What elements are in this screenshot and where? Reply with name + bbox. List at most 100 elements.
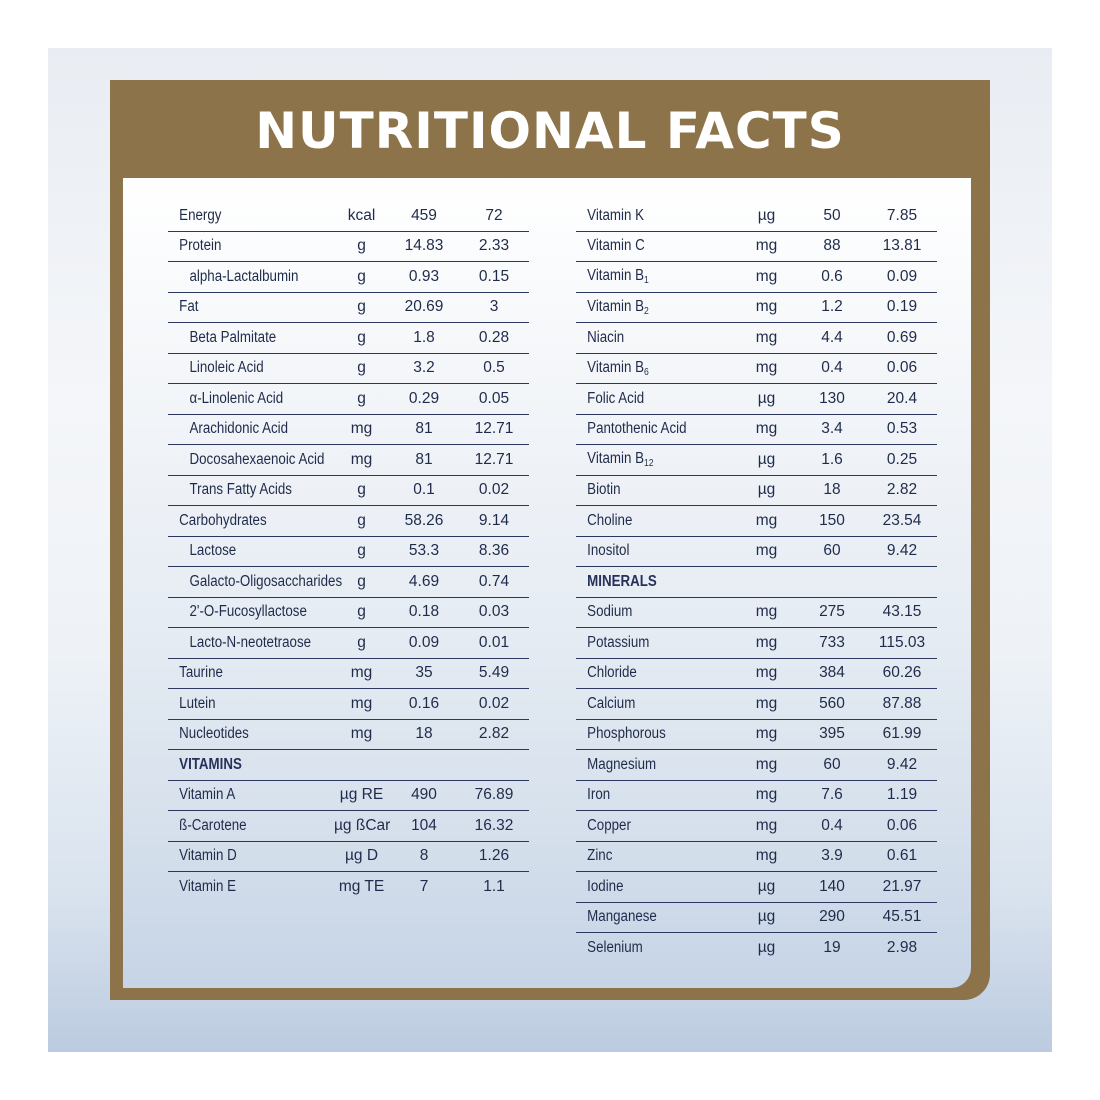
nutrient-name: Protein bbox=[179, 237, 222, 255]
nutrient-unit: µg bbox=[757, 908, 776, 926]
value-per-100g: 0.1 bbox=[413, 481, 435, 499]
value-per-serving: 3 bbox=[489, 298, 499, 316]
value-per-serving: 0.06 bbox=[886, 359, 918, 377]
nutrient-name: Fat bbox=[179, 298, 199, 316]
nutrient-name: Choline bbox=[587, 511, 633, 529]
value-per-100g: 18 bbox=[415, 725, 433, 743]
nutrient-name: Vitamin B12 bbox=[587, 450, 654, 470]
nutrient-name: Lutein bbox=[179, 694, 216, 712]
nutrient-name: Pantothenic Acid bbox=[587, 420, 687, 438]
nutrient-name: Calcium bbox=[587, 694, 636, 712]
nutrient-name: 2'-O-Fucosyllactose bbox=[189, 603, 307, 621]
value-per-100g: 140 bbox=[819, 877, 845, 895]
nutrient-name: Copper bbox=[587, 816, 631, 834]
nutrient-unit: mg bbox=[755, 267, 778, 285]
value-per-serving: 13.81 bbox=[882, 237, 922, 255]
value-per-serving: 0.09 bbox=[886, 267, 918, 285]
nutrient-name: Lacto-N-neotetraose bbox=[189, 633, 312, 651]
nutrient-name: Potassium bbox=[587, 633, 650, 651]
nutrient-name: Vitamin C bbox=[587, 237, 645, 255]
subscript: 2 bbox=[643, 305, 649, 317]
value-per-serving: 2.82 bbox=[478, 725, 510, 743]
value-per-serving: 9.42 bbox=[886, 755, 918, 773]
value-per-100g: 104 bbox=[411, 816, 437, 834]
value-per-100g: 150 bbox=[819, 511, 845, 529]
value-per-100g: 0.93 bbox=[408, 267, 440, 285]
value-per-serving: 1.26 bbox=[478, 847, 510, 865]
value-per-serving: 72 bbox=[485, 206, 503, 224]
nutrient-name: Vitamin E bbox=[179, 878, 236, 896]
nutrient-name: alpha-Lactalbumin bbox=[189, 267, 299, 285]
nutrient-name: Docosahexaenoic Acid bbox=[189, 450, 325, 468]
value-per-serving: 16.32 bbox=[474, 816, 514, 834]
nutrient-row-vitamin-a: Vitamin A µg RE 490 76.89 bbox=[168, 781, 529, 811]
nutrient-unit: g bbox=[357, 572, 366, 590]
value-per-serving: 7.85 bbox=[886, 206, 918, 224]
value-per-serving: 0.03 bbox=[478, 603, 510, 621]
nutrient-name: Linoleic Acid bbox=[189, 359, 264, 377]
nutrient-unit: mg bbox=[350, 694, 373, 712]
value-per-serving: 60.26 bbox=[882, 664, 922, 682]
nutrient-unit: µg bbox=[757, 389, 776, 407]
subscript: 1 bbox=[643, 275, 649, 287]
value-per-serving: 0.19 bbox=[886, 298, 918, 316]
facts-panel bbox=[123, 178, 971, 988]
nutrient-name: Vitamin K bbox=[587, 206, 644, 224]
nutrient-row-nucleotides: Nucleotides mg 18 2.82 bbox=[168, 720, 529, 750]
value-per-serving: 0.69 bbox=[886, 328, 918, 346]
value-per-serving: 0.61 bbox=[886, 847, 918, 865]
nutrient-row-energy: Energy kcal 459 72 bbox=[168, 201, 529, 232]
page-title: NUTRITIONAL FACTS bbox=[255, 102, 845, 160]
value-per-serving: 115.03 bbox=[878, 633, 926, 651]
subscript: 6 bbox=[643, 366, 649, 378]
section-title: MINERALS bbox=[587, 572, 657, 590]
nutrient-unit: g bbox=[357, 298, 366, 316]
value-per-100g: 60 bbox=[823, 755, 841, 773]
nutrient-name: Zinc bbox=[587, 847, 613, 865]
value-per-100g: 0.29 bbox=[408, 389, 440, 407]
nutrient-name: Energy bbox=[179, 206, 222, 224]
value-per-serving: 61.99 bbox=[882, 725, 922, 743]
value-per-100g: 384 bbox=[819, 664, 845, 682]
nutrient-name: Niacin bbox=[587, 328, 625, 346]
nutrient-unit: µg ßCar bbox=[334, 816, 391, 834]
nutrient-unit: kcal bbox=[347, 206, 376, 224]
value-per-serving: 9.42 bbox=[886, 542, 918, 560]
nutrient-row-zinc: Zinc mg 3.9 0.61 bbox=[576, 842, 937, 872]
nutrient-row-lutein: Lutein mg 0.16 0.02 bbox=[168, 689, 529, 720]
nutrient-unit: mg bbox=[755, 786, 778, 804]
value-per-100g: 50 bbox=[823, 206, 841, 224]
value-per-100g: 560 bbox=[819, 694, 845, 712]
value-per-100g: 58.26 bbox=[404, 511, 444, 529]
value-per-100g: 1.8 bbox=[413, 328, 435, 346]
nutrient-name: α-Linolenic Acid bbox=[189, 389, 284, 407]
nutrient-row-choline: Choline mg 150 23.54 bbox=[576, 506, 937, 537]
value-per-serving: 0.74 bbox=[478, 572, 510, 590]
value-per-100g: 733 bbox=[819, 633, 845, 651]
subscript: 12 bbox=[643, 458, 654, 470]
nutrient-name: Carbohydrates bbox=[179, 511, 267, 529]
nutrient-name: Galacto-Oligosaccharides bbox=[189, 572, 343, 590]
nutrient-row-vitamin-b-6: Vitamin B6 mg 0.4 0.06 bbox=[576, 354, 937, 384]
nutrient-unit: mg bbox=[350, 420, 373, 438]
nutrient-name: Beta Palmitate bbox=[189, 328, 277, 346]
nutrient-name: Vitamin B1 bbox=[587, 267, 649, 287]
nutrient-unit: g bbox=[357, 481, 366, 499]
value-per-serving: 5.49 bbox=[478, 664, 510, 682]
nutrient-row-galacto-oligosaccharides: Galacto-Oligosaccharides g 4.69 0.74 bbox=[168, 567, 529, 598]
nutrient-row-carbohydrates: Carbohydrates g 58.26 9.14 bbox=[168, 506, 529, 537]
value-per-serving: 12.71 bbox=[474, 450, 514, 468]
value-per-100g: 0.4 bbox=[821, 816, 843, 834]
nutrient-row-vitamin-e: Vitamin E mg TE 7 1.1 bbox=[168, 872, 529, 903]
nutrient-row-vitamin-c: Vitamin C mg 88 13.81 bbox=[576, 232, 937, 262]
nutrient-name: Folic Acid bbox=[587, 389, 645, 407]
nutrient-row-chloride: Chloride mg 384 60.26 bbox=[576, 659, 937, 689]
nutrient-unit: g bbox=[357, 542, 366, 560]
nutrient-unit: g bbox=[357, 603, 366, 621]
nutrient-name: Selenium bbox=[587, 939, 643, 957]
nutrient-row-iron: Iron mg 7.6 1.19 bbox=[576, 781, 937, 811]
nutrient-unit: mg bbox=[755, 755, 778, 773]
value-per-100g: 20.69 bbox=[404, 298, 444, 316]
value-per-serving: 76.89 bbox=[474, 786, 514, 804]
